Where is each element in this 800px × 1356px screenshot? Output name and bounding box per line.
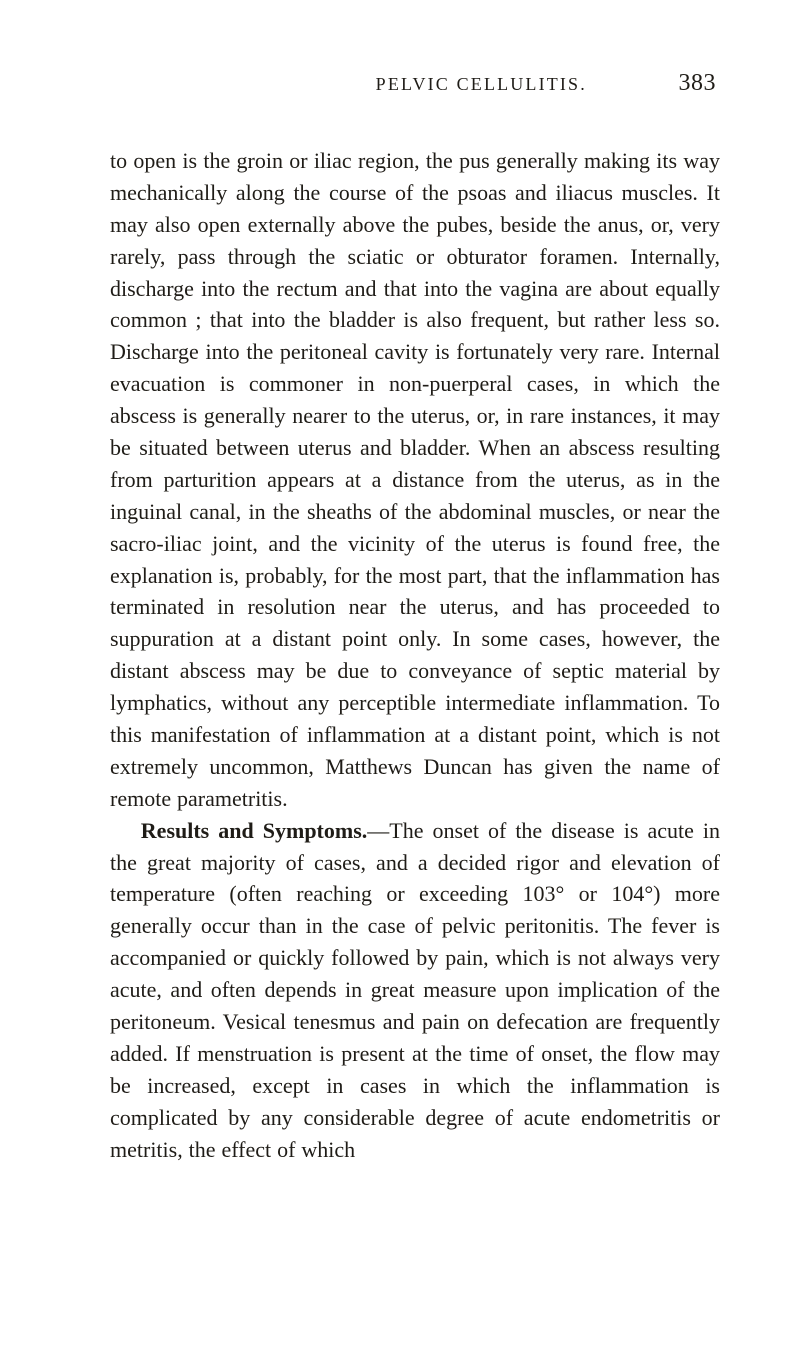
paragraph-1: to open is the groin or iliac region, th…	[110, 145, 720, 815]
page: PELVIC CELLULITIS. 383 to open is the gr…	[0, 0, 800, 1356]
section-heading-results-symptoms: Results and Symptoms.	[141, 818, 367, 843]
page-header: PELVIC CELLULITIS. 383	[110, 70, 720, 97]
running-title: PELVIC CELLULITIS.	[284, 74, 679, 95]
paragraph-2-body: —The onset of the disease is acute in th…	[110, 818, 720, 1162]
page-number: 383	[679, 70, 716, 97]
paragraph-2: Results and Symptoms.—The onset of the d…	[110, 815, 720, 1166]
body-text: to open is the groin or iliac region, th…	[110, 145, 720, 1166]
